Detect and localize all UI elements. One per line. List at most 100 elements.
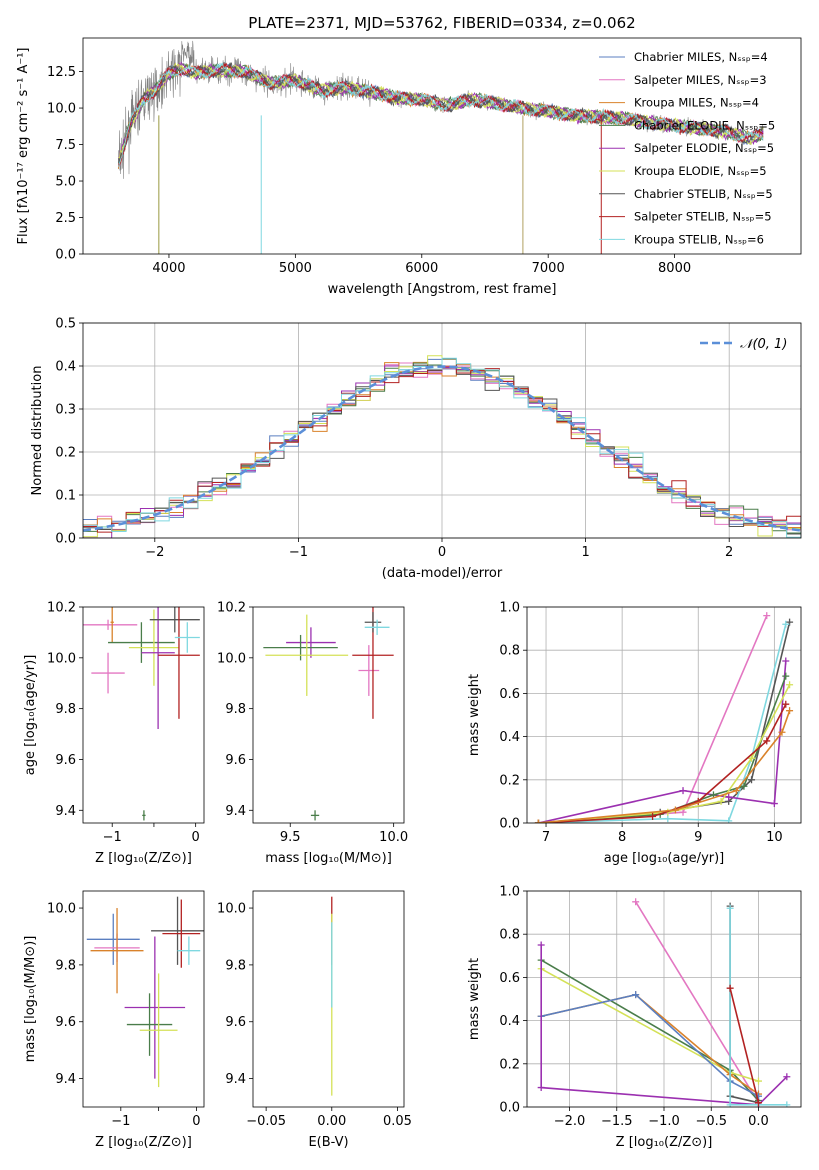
y-tick-label: 9.8 xyxy=(55,702,76,717)
mass-weight-marker xyxy=(740,782,748,790)
x-tick-label: −1 xyxy=(103,830,122,845)
x-axis-label: Z [log₁₀(Z/Z⊙)] xyxy=(95,1135,192,1150)
spectrum-panel: 4000 5000 6000 7000 8000 0.0 2.5 5.0 7.5 10.0 12.5… xyxy=(16,14,802,297)
y-tick-label: 0.4 xyxy=(55,360,76,375)
x-tick-label: 9.5 xyxy=(280,830,301,845)
mass-weight-marker xyxy=(679,787,687,795)
errorbar-points xyxy=(263,607,394,821)
y-axis-label: Flux [fλ10⁻¹⁷ erg cm⁻² s⁻¹ A⁻¹] xyxy=(16,48,31,245)
x-tick-label: 0.0 xyxy=(748,1114,769,1129)
mass-weight-line-4 xyxy=(538,675,787,823)
x-tick-label: 2 xyxy=(725,545,733,560)
y-tick-label: 0.5 xyxy=(55,317,76,332)
spectrum-curves xyxy=(118,40,764,254)
y-tick-label: 9.4 xyxy=(225,1072,246,1087)
mass-weight-marker xyxy=(754,1099,762,1107)
y-tick-label: 0.8 xyxy=(499,928,520,943)
x-tick-label: −0.05 xyxy=(246,1114,286,1129)
y-tick-label: 10.2 xyxy=(217,601,246,616)
y-tick-label: 0.1 xyxy=(55,489,76,504)
mass-weight-marker xyxy=(717,797,725,805)
legend-label-3: Chabrier ELODIE, Nₛₛₚ=5 xyxy=(634,118,775,132)
mass-weight-line-4 xyxy=(541,993,759,1097)
histogram-panel: −2 −1 0 1 2 0.0 0.1 0.2 0.3 0.4 0.5 (data-model)/er… xyxy=(30,317,802,581)
y-axis-label: age [log₁₀(age/yr)] xyxy=(23,655,38,776)
mass-weight-marker xyxy=(770,800,778,808)
x-axis-label: mass [log₁₀(M/M⊙)] xyxy=(265,851,392,866)
axes-frame xyxy=(526,606,802,824)
mass-weight-marker xyxy=(786,618,794,626)
y-tick-label: 0.0 xyxy=(499,1101,520,1116)
x-tick-label: 0 xyxy=(192,830,200,845)
mass-weight-marker xyxy=(725,817,733,823)
y-tick-label: 9.6 xyxy=(55,753,76,768)
y-tick-label: 10.0 xyxy=(47,902,76,917)
mass-weight-marker xyxy=(748,776,756,784)
axes-frame xyxy=(82,606,205,824)
y-tick-label: 5.0 xyxy=(55,175,76,190)
x-tick-label: 7000 xyxy=(532,261,565,276)
x-tick-label: −1.0 xyxy=(648,1114,680,1129)
y-tick-label: 0.2 xyxy=(499,1057,520,1072)
y-tick-label: 0.8 xyxy=(499,644,520,659)
legend-label-8: Kroupa STELIB, Nₛₛₚ=6 xyxy=(634,232,764,246)
x-tick-label: 1 xyxy=(581,545,589,560)
x-axis-label: wavelength [Angstrom, rest frame] xyxy=(328,282,557,297)
residual-histogram-8 xyxy=(83,357,801,538)
errorbar-panel-3: 9.5 10.0 9.4 9.6 9.8 10.0 10.2 mass [log₁₀(M/M⊙… xyxy=(217,601,408,867)
mass-weight-line-0 xyxy=(635,901,760,1104)
legend-label-5: Kroupa ELODIE, Nₛₛₚ=5 xyxy=(634,164,767,178)
x-axis-label: E(B-V) xyxy=(308,1135,348,1150)
mass-weight-marker xyxy=(783,1073,791,1081)
errorbar-panel-6: −0.05 0.00 0.05 9.4 9.6 9.8 10.0 E(B-V) xyxy=(217,890,412,1150)
y-tick-label: 10.2 xyxy=(47,601,76,616)
normal-curve xyxy=(83,365,801,532)
mass-weight-line-8 xyxy=(729,988,760,1103)
y-tick-label: 10.0 xyxy=(47,102,76,117)
axes-frame xyxy=(82,37,802,255)
y-tick-label: 0.6 xyxy=(499,971,520,986)
legend-label-0: Chabrier MILES, Nₛₛₚ=4 xyxy=(634,50,768,64)
legend-label-4: Salpeter ELODIE, Nₛₛₚ=5 xyxy=(634,141,774,155)
mass-weight-line-3 xyxy=(538,660,787,823)
y-tick-label: 0.2 xyxy=(499,773,520,788)
errorbar-points xyxy=(83,607,200,821)
y-tick-label: 10.0 xyxy=(217,902,246,917)
y-tick-label: 0.3 xyxy=(55,403,76,418)
mass-weight-marker xyxy=(748,754,756,762)
mass-weight-line-5 xyxy=(540,945,788,1106)
x-axis-label: Z [log₁₀(Z/Z⊙)] xyxy=(95,851,192,866)
axes-frame xyxy=(526,890,802,1108)
mass-weight-marker xyxy=(786,681,794,689)
y-tick-label: 12.5 xyxy=(47,65,76,80)
mass-weight-marker xyxy=(632,991,640,999)
mass-weight-marker xyxy=(778,728,786,736)
x-tick-label: 10 xyxy=(766,830,783,845)
mass-weight-lines xyxy=(537,898,791,1107)
y-axis-label: mass weight xyxy=(467,958,482,1040)
y-tick-label: 9.8 xyxy=(225,958,246,973)
mass-weight-marker xyxy=(726,904,734,912)
legend-label-1: Salpeter MILES, Nₛₛₚ=3 xyxy=(634,73,767,87)
axes-frame xyxy=(82,890,205,1108)
y-tick-label: 0.0 xyxy=(55,248,76,263)
mass-weight-marker xyxy=(537,941,545,949)
y-tick-label: 0.0 xyxy=(55,532,76,547)
x-tick-label: 9 xyxy=(694,830,702,845)
x-tick-label: −1 xyxy=(289,545,308,560)
y-tick-label: 9.4 xyxy=(55,804,76,819)
x-tick-label: −1 xyxy=(111,1114,130,1129)
x-tick-label: 5000 xyxy=(279,261,312,276)
y-tick-label: 0.4 xyxy=(499,1014,520,1029)
y-tick-label: 9.4 xyxy=(55,1072,76,1087)
mass-weight-marker xyxy=(664,815,672,823)
x-tick-label: 0 xyxy=(192,1114,200,1129)
errorbar-panel-5: −1 0 9.4 9.6 9.8 10.0 Z [log₁₀(Z/Z⊙)] mass [log… xyxy=(23,890,205,1150)
axes-frame xyxy=(252,606,405,824)
x-axis-label: (data-model)/error xyxy=(382,566,503,581)
mass-weight-line-2 xyxy=(540,968,759,1082)
errorbar-panel-2: −1 0 9.4 9.6 9.8 10.0 10.2 Z [log₁₀(Z/Z⊙)] age [… xyxy=(23,601,205,866)
mass-weight-marker xyxy=(754,1077,762,1085)
x-tick-label: 10.0 xyxy=(379,830,408,845)
y-tick-label: 9.6 xyxy=(55,1015,76,1030)
